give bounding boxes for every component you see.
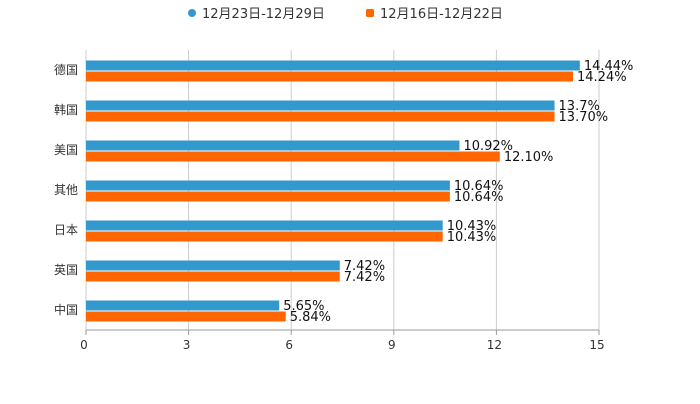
category-label: 日本 xyxy=(54,223,78,237)
x-tick-label: 0 xyxy=(80,338,88,352)
bar-series1 xyxy=(86,300,280,311)
data-label: 10.92% xyxy=(463,139,513,154)
data-label: 10.64% xyxy=(454,190,504,205)
data-label: 5.65% xyxy=(283,299,324,314)
x-tick-label: 9 xyxy=(388,338,396,352)
bar-series2 xyxy=(86,151,500,162)
category-label: 英国 xyxy=(54,263,78,277)
bar-series1 xyxy=(86,140,460,151)
x-tick-label: 3 xyxy=(183,338,191,352)
legend-marker xyxy=(188,9,196,17)
x-tick-label: 12 xyxy=(487,338,502,352)
bar-series2 xyxy=(86,271,340,282)
legend: 12月23日-12月29日 12月16日-12月22日 xyxy=(188,7,503,22)
category-label: 中国 xyxy=(54,302,78,317)
legend-marker xyxy=(366,9,374,17)
bar-series2 xyxy=(86,71,574,82)
legend-label[interactable]: 12月23日-12月29日 xyxy=(202,7,325,22)
data-label: 10.43% xyxy=(447,219,497,234)
bars: 14.44%14.24%13.7%13.70%10.92%12.10%10.64… xyxy=(86,59,633,325)
category-label: 其他 xyxy=(54,183,78,197)
data-label: 7.42% xyxy=(344,259,385,274)
x-tick-label: 6 xyxy=(285,338,293,352)
data-label: 14.24% xyxy=(577,70,627,85)
bar-series1 xyxy=(86,60,580,71)
category-label: 美国 xyxy=(54,143,78,157)
bar-series1 xyxy=(86,180,450,191)
bar-series2 xyxy=(86,191,450,202)
bar-series2 xyxy=(86,231,443,242)
data-label: 10.64% xyxy=(454,179,504,194)
data-label: 13.7% xyxy=(559,99,600,114)
category-label: 韩国 xyxy=(54,102,78,117)
legend-label[interactable]: 12月16日-12月22日 xyxy=(380,7,503,22)
data-label: 7.42% xyxy=(344,270,385,285)
data-label: 5.84% xyxy=(290,310,331,325)
data-label: 14.44% xyxy=(584,59,634,74)
data-label: 13.70% xyxy=(559,110,609,125)
bar-series1 xyxy=(86,260,340,271)
bar-series2 xyxy=(86,311,286,322)
data-label: 10.43% xyxy=(447,230,497,245)
category-label: 德国 xyxy=(54,62,78,77)
bar-series2 xyxy=(86,111,555,122)
bar-series1 xyxy=(86,220,443,231)
x-tick-label: 15 xyxy=(589,338,604,352)
bar-series1 xyxy=(86,100,555,111)
data-label: 12.10% xyxy=(504,150,554,165)
